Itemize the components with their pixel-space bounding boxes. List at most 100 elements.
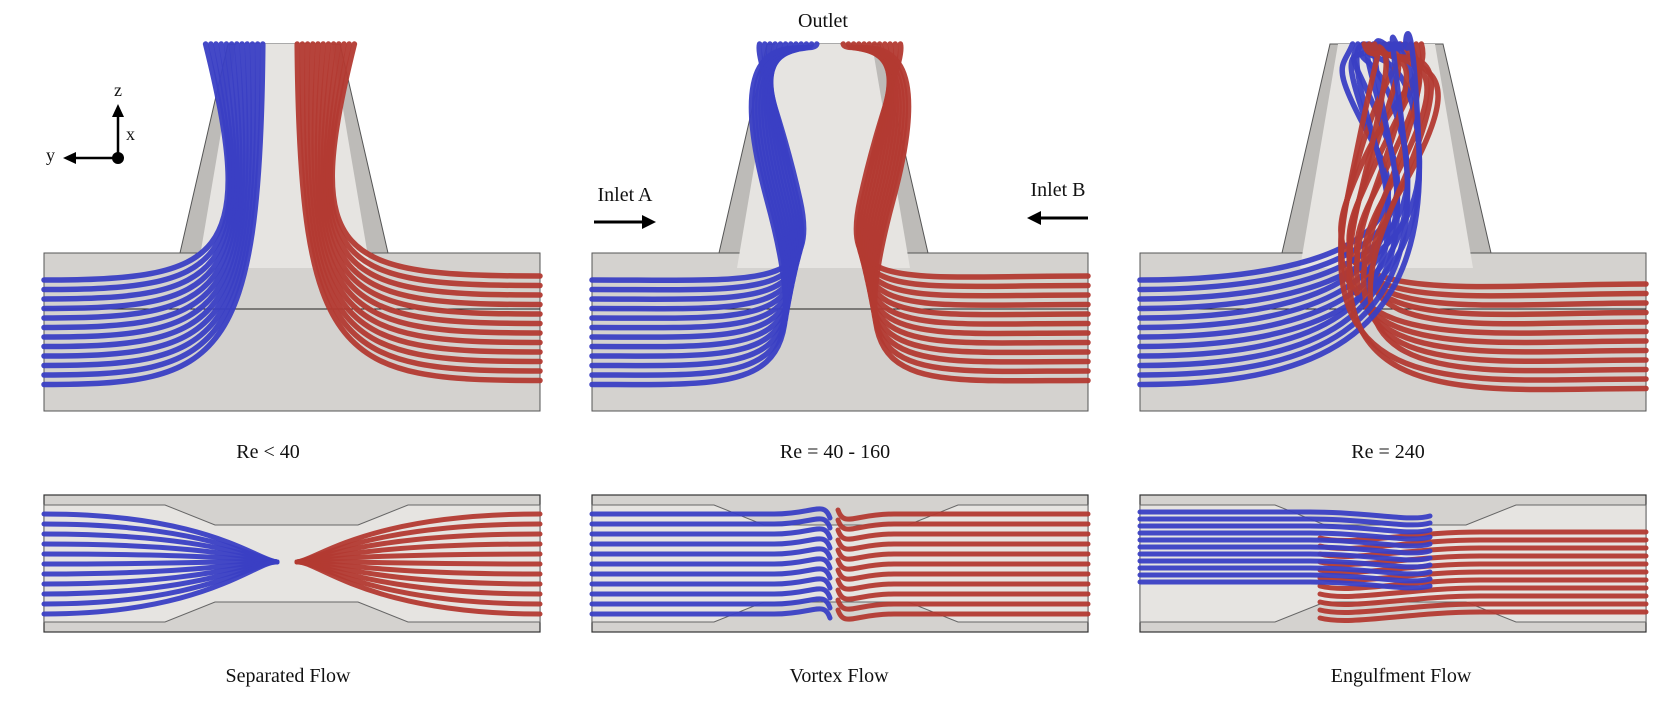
inlet-b-streamline: [835, 607, 1091, 622]
inlet-b-streamline: [1367, 41, 1649, 374]
inlet-a-streamline: [589, 41, 820, 388]
inlet-a-streamline: [41, 41, 238, 312]
inlet-b-streamline: [294, 41, 543, 384]
inlet-a-streamline: [1137, 38, 1403, 369]
inlet-a-streamline: [589, 556, 833, 571]
inlet-a-streamline: [1137, 530, 1433, 542]
inlet-a-streamline: [589, 506, 833, 521]
streamlines: [1137, 31, 1649, 393]
inlet-b-streamline: [835, 527, 1091, 542]
axis-label-z: z: [114, 80, 122, 100]
inlet-a-streamline: [41, 41, 236, 302]
inlet-a-streamline: [41, 559, 280, 617]
inlet-b-streamline: [835, 547, 1091, 562]
inlet-a-streamline: [589, 606, 833, 621]
inlet-b-streamline: [835, 537, 1091, 552]
inlet-a-streamline: [589, 526, 833, 541]
top-panel-2: [589, 41, 1091, 412]
streamlines: [41, 41, 543, 388]
inlet-a-streamline: [41, 41, 253, 359]
inlet-a-streamline: [1137, 544, 1433, 556]
inlet-b-streamline: [835, 557, 1091, 572]
inlet-a-arrow: [594, 215, 656, 229]
regime-label-3: Engulfment Flow: [1330, 665, 1472, 687]
outlet-label: Outlet: [798, 10, 848, 32]
inlet-b-streamline: [1360, 41, 1649, 318]
inlet-a-streamline: [41, 41, 261, 378]
streamlines: [1137, 509, 1649, 623]
bottom-panel-1: [41, 494, 543, 633]
inlet-b-streamline: [835, 517, 1091, 532]
top-panel-3: [1137, 31, 1649, 412]
inlet-a-streamline: [41, 41, 243, 331]
inlet-b-streamline: [1317, 561, 1649, 575]
inlet-a-streamline: [589, 546, 833, 561]
inlet-a-streamline: [1137, 537, 1433, 549]
inlet-a-streamline: [589, 586, 833, 601]
inlet-a-streamline: [1137, 551, 1433, 563]
inlet-b-streamline: [1317, 609, 1649, 623]
inlet-a-streamline: [589, 566, 833, 581]
axis-label-y: y: [46, 145, 55, 165]
inlet-b-streamline: [1317, 593, 1649, 607]
inlet-b-streamline: [835, 567, 1091, 582]
re-label-2: Re = 40 - 160: [779, 441, 891, 463]
inlet-a-streamline: [41, 41, 249, 350]
inlet-b-arrow: [1027, 211, 1088, 225]
inlet-a-label: Inlet A: [597, 184, 653, 206]
inlet-a-streamline: [589, 516, 833, 531]
inlet-b-streamline: [294, 559, 543, 617]
inlet-a-streamline: [41, 41, 231, 283]
inlet-b-streamline: [314, 41, 543, 336]
inlet-a-streamline: [41, 41, 246, 340]
re-label-3: Re = 240: [1351, 441, 1425, 463]
regime-label-1: Separated Flow: [225, 665, 351, 687]
inlet-a-streamline: [1137, 516, 1433, 528]
regime-label-2: Vortex Flow: [789, 665, 889, 687]
inlet-b-streamline: [317, 41, 543, 327]
inlet-b-streamline: [304, 41, 543, 365]
inlet-a-streamline: [41, 41, 266, 388]
inlet-b-streamline: [1346, 41, 1649, 393]
inlet-b-streamline: [307, 41, 543, 355]
inlet-a-streamline: [1137, 558, 1433, 570]
inlet-b-streamline: [322, 41, 543, 308]
axis-label-x: x: [126, 124, 135, 144]
top-panel-1: [41, 41, 543, 412]
inlet-b-streamline: [320, 41, 543, 317]
inlet-a-streamline: [1137, 572, 1433, 584]
axis-triad: [63, 104, 124, 164]
inlet-b-streamline: [327, 41, 543, 289]
inlet-b-label: Inlet B: [1030, 179, 1086, 201]
inlet-b-streamline: [325, 41, 543, 298]
inlet-a-streamline: [589, 576, 833, 591]
inlet-b-streamline: [835, 587, 1091, 602]
inlet-b-streamline: [1317, 585, 1649, 599]
bottom-panel-2: [589, 494, 1091, 633]
inlet-a-streamline: [1137, 523, 1433, 535]
inlet-a-streamline: [589, 596, 833, 611]
inlet-a-streamline: [1137, 509, 1433, 521]
inlet-b-streamline: [1317, 601, 1649, 615]
bottom-panel-3: [1137, 494, 1649, 633]
inlet-b-streamline: [835, 597, 1091, 612]
inlet-b-streamline: [1354, 41, 1649, 355]
inlet-a-streamline: [589, 536, 833, 551]
streamlines: [589, 506, 1091, 622]
streamlines: [41, 511, 543, 617]
inlet-b-streamline: [311, 41, 543, 346]
inlet-b-streamline: [840, 41, 1091, 384]
inlet-a-streamline: [41, 41, 256, 369]
inlet-a-streamline: [1137, 579, 1433, 591]
inlet-b-streamline: [329, 41, 543, 279]
re-label-1: Re < 40: [236, 441, 300, 463]
inlet-a-streamline: [1137, 565, 1433, 577]
inlet-a-streamline: [41, 41, 233, 293]
inlet-b-streamline: [835, 577, 1091, 592]
inlet-a-streamline: [1137, 34, 1411, 378]
inlet-a-streamline: [41, 41, 240, 321]
inlet-b-streamline: [835, 507, 1091, 522]
streamlines: [589, 41, 1091, 388]
inlet-a-streamline: [1137, 31, 1423, 388]
